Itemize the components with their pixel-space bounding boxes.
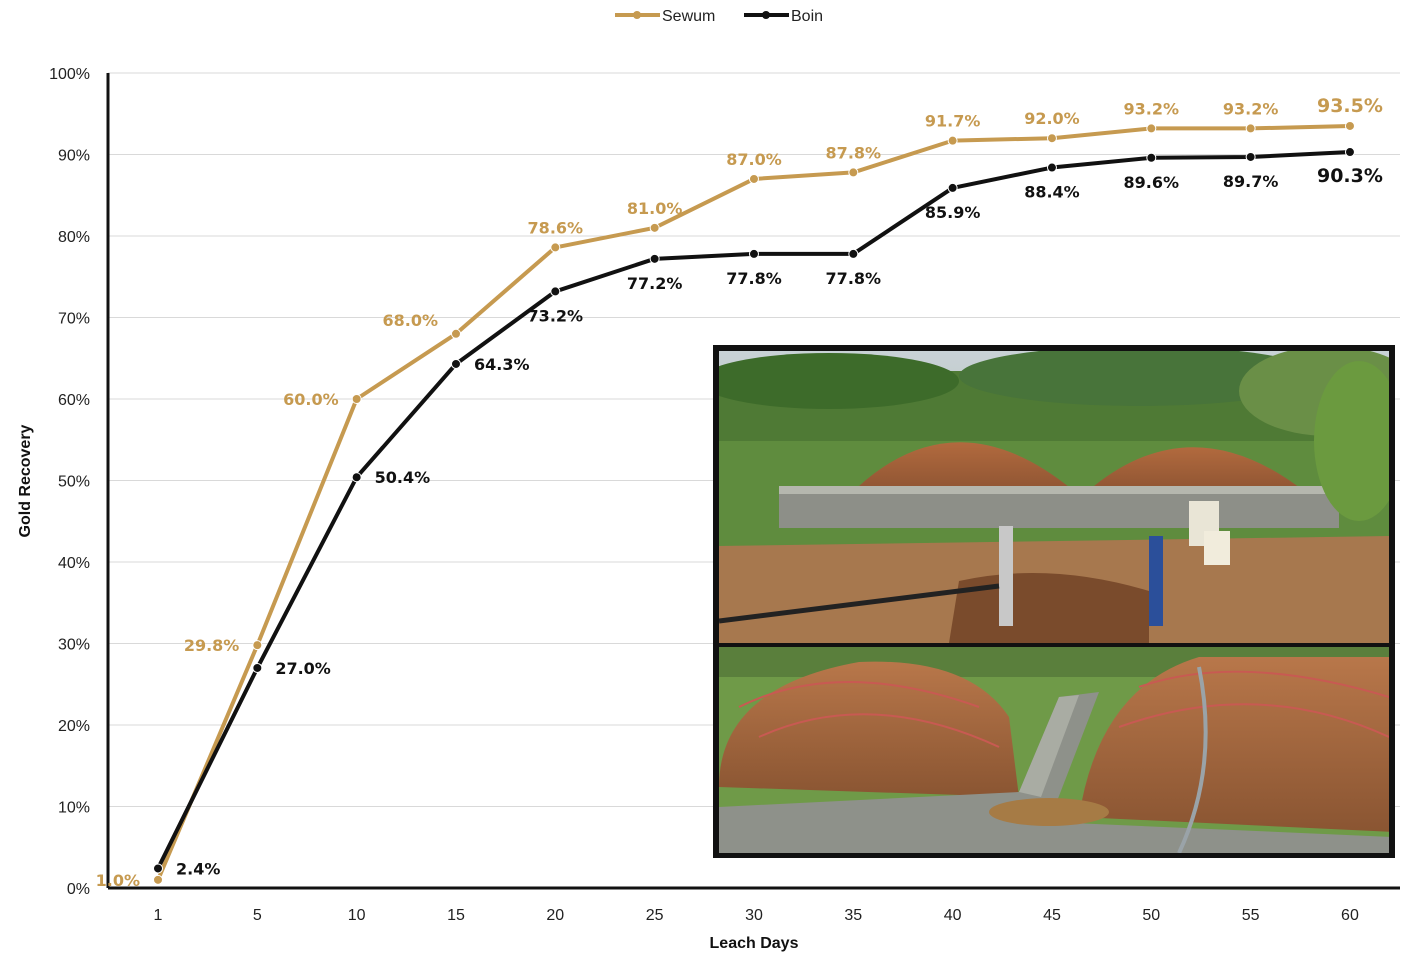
data-label-boin: 77.8% <box>726 269 782 288</box>
data-point-sewum <box>153 874 163 885</box>
data-label-boin: 88.4% <box>1024 183 1080 202</box>
data-label-boin: 73.2% <box>528 306 584 325</box>
data-label-sewum: 78.6% <box>528 218 584 237</box>
heap-leach-photo-top <box>719 351 1389 643</box>
y-tick-label: 30% <box>58 637 90 654</box>
y-tick-label: 0% <box>67 881 90 898</box>
heap-leach-photo-bottom <box>719 647 1389 853</box>
x-tick-label: 35 <box>844 907 862 924</box>
data-point-boin <box>351 472 362 483</box>
legend-item-boin: Boin <box>744 8 823 25</box>
y-tick-label: 70% <box>58 311 90 328</box>
data-point-boin <box>450 358 461 369</box>
data-point-boin <box>550 286 561 297</box>
data-point-sewum <box>550 242 561 253</box>
heap-leach-photo-inset <box>713 345 1395 858</box>
y-tick-label: 50% <box>58 474 90 491</box>
data-label-sewum: 92.0% <box>1024 109 1080 128</box>
data-label-sewum: 1.0% <box>96 871 140 890</box>
y-tick-label: 60% <box>58 392 90 409</box>
data-point-sewum <box>748 173 759 184</box>
data-point-sewum <box>351 394 362 404</box>
legend: Sewum Boin <box>615 8 823 25</box>
data-label-boin: 90.3% <box>1317 165 1383 187</box>
y-tick-label: 100% <box>49 66 90 83</box>
x-axis-title: Leach Days <box>710 935 799 952</box>
data-point-boin <box>848 248 859 259</box>
data-label-boin: 89.6% <box>1124 173 1180 192</box>
y-tick-label: 20% <box>58 718 90 735</box>
x-tick-label: 55 <box>1242 907 1260 924</box>
data-point-sewum <box>450 328 461 339</box>
y-axis: 0% 10% 20% 30% 40% 50% 60% 70% 80% 90% 100% <box>49 66 110 898</box>
x-tick-label: 30 <box>745 907 763 924</box>
data-label-boin: 77.2% <box>627 274 683 293</box>
x-tick-label: 40 <box>944 907 962 924</box>
data-label-boin: 64.3% <box>474 355 530 374</box>
data-label-sewum: 91.7% <box>925 112 981 131</box>
data-point-sewum <box>649 222 660 233</box>
data-label-boin: 50.4% <box>375 468 431 487</box>
data-label-sewum: 93.2% <box>1223 99 1279 118</box>
data-label-boin: 85.9% <box>925 203 981 222</box>
legend-label-boin: Boin <box>791 8 823 25</box>
data-label-sewum: 29.8% <box>184 636 240 655</box>
y-tick-label: 40% <box>58 555 90 572</box>
data-label-boin: 89.7% <box>1223 172 1279 191</box>
x-tick-label: 15 <box>447 907 465 924</box>
x-tick-label: 60 <box>1341 907 1359 924</box>
data-labels: 1.0% 29.8% 60.0% 68.0% 78.6% 81.0% 87.0% 87.8% 9… <box>96 95 1383 890</box>
data-label-sewum: 81.0% <box>627 199 683 218</box>
data-point-sewum <box>1046 133 1057 144</box>
data-label-sewum: 68.0% <box>382 311 438 330</box>
data-point-boin <box>1146 152 1157 163</box>
x-tick-label: 20 <box>546 907 564 924</box>
y-tick-label: 80% <box>58 229 90 246</box>
data-label-sewum: 87.0% <box>726 150 782 169</box>
data-point-boin <box>252 662 263 673</box>
data-point-sewum <box>252 640 263 651</box>
data-point-sewum <box>1146 123 1157 134</box>
data-point-boin <box>1344 147 1355 158</box>
data-point-boin <box>1046 162 1057 173</box>
y-tick-label: 90% <box>58 148 90 165</box>
data-label-sewum: 87.8% <box>826 143 882 162</box>
x-tick-label: 10 <box>348 907 366 924</box>
x-tick-label: 45 <box>1043 907 1061 924</box>
y-tick-label: 10% <box>58 800 90 817</box>
legend-item-sewum: Sewum <box>615 8 715 25</box>
data-point-boin <box>748 248 759 259</box>
data-point-boin <box>649 253 660 264</box>
data-point-boin <box>1245 151 1256 162</box>
data-label-boin: 77.8% <box>826 269 882 288</box>
data-label-boin: 27.0% <box>275 659 331 678</box>
data-label-sewum: 93.2% <box>1124 99 1180 118</box>
data-label-sewum: 60.0% <box>283 390 339 409</box>
x-tick-label: 1 <box>154 907 163 924</box>
x-tick-label: 50 <box>1142 907 1160 924</box>
x-axis: 1 5 10 15 20 25 30 35 40 45 50 55 60 <box>108 886 1400 924</box>
data-label-sewum: 93.5% <box>1317 95 1383 117</box>
x-tick-label: 25 <box>646 907 664 924</box>
y-axis-title: Gold Recovery <box>17 424 34 537</box>
legend-label-sewum: Sewum <box>662 8 715 25</box>
data-point-sewum <box>1344 120 1355 131</box>
data-label-boin: 2.4% <box>176 859 220 878</box>
data-point-boin <box>947 182 958 193</box>
series-lines <box>153 120 1355 885</box>
data-point-sewum <box>1245 123 1256 134</box>
data-point-sewum <box>947 135 958 146</box>
x-tick-label: 5 <box>253 907 262 924</box>
data-point-boin <box>153 863 163 874</box>
data-point-sewum <box>848 167 859 178</box>
